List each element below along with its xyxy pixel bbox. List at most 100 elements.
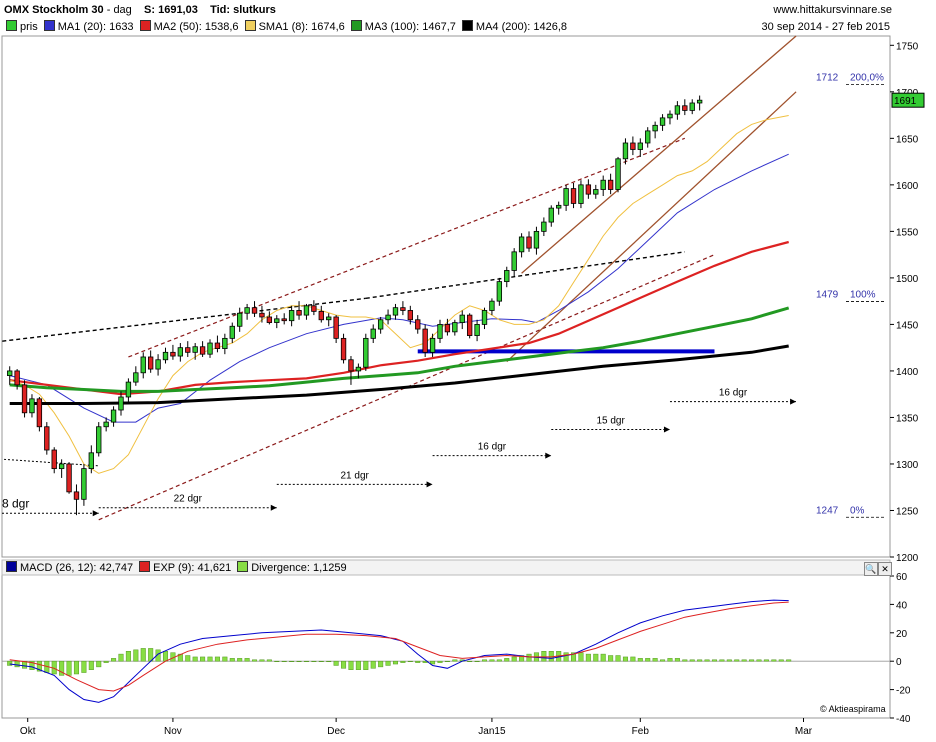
macd-histogram-bar [511,656,517,662]
legend-swatch [237,561,249,572]
macd-histogram-bar [289,660,295,662]
candle [452,322,458,333]
span-label: 16 dgr [719,388,748,399]
candle [199,346,206,355]
macd-histogram-bar [125,651,131,662]
candle [474,324,480,336]
macd-histogram-bar [711,659,718,662]
candle [274,318,280,323]
candle [615,158,621,190]
candle [355,366,362,372]
span-arrowhead [790,398,797,405]
macd-histogram-bar [645,658,651,662]
macd-histogram-bar [118,653,124,662]
y-tick-label: 1650 [896,134,919,145]
macd-histogram-bar [266,659,272,662]
candle [7,370,13,376]
macd-histogram-bar [437,660,443,663]
macd-histogram-bar [88,660,94,670]
macd-histogram-bar [341,660,347,669]
candle [682,105,688,111]
candle [415,319,421,330]
macd-histogram-bar [719,659,725,662]
candle [318,310,324,321]
macd-histogram-bar [756,659,762,662]
candle [288,310,295,322]
candle [689,102,695,111]
candle [407,310,413,321]
macd-histogram-bar [571,652,577,662]
legend-entry: SMA1 (8): 1674,6 [258,21,345,33]
macd-line [9,599,789,703]
macd-histogram-bar [303,660,309,662]
macd-histogram-bar [222,656,228,662]
candle [363,337,369,368]
legend-entry: MA3 (100): 1467,7 [364,21,456,33]
span-label: 21 dgr [340,470,369,481]
candle [29,398,35,414]
macd-histogram-bar [652,658,658,662]
macd-histogram-bar [444,660,450,662]
candle [133,372,139,383]
candle [147,356,154,370]
candle [222,337,228,349]
span-arrowhead [663,426,670,433]
legend-entry: EXP (9): 41,621 [153,562,232,574]
candle [593,189,599,195]
candle [444,324,451,333]
candle [214,342,221,349]
candle [229,325,235,339]
macd-histogram-bar [66,660,72,676]
y-tick-label: 1550 [896,227,919,238]
y-tick-label: 1300 [896,460,919,471]
candle [88,452,94,470]
x-tick-label: Mar [795,726,813,737]
macd-histogram-bar [608,655,614,662]
header-row: OMX Stockholm 30 - dag S: 1691,03 Tid: s… [4,3,276,18]
macd-histogram-bar [496,659,502,662]
y-tick-label: 1500 [896,274,919,285]
fib-price-label: 1479 [816,289,839,300]
close-panel-icon[interactable]: ✕ [878,562,892,576]
macd-histogram-bar [237,658,243,662]
ma-line-ma250 [9,240,789,396]
macd-histogram-bar [36,660,42,672]
macd-histogram-bar [229,658,235,662]
candle [541,221,547,232]
candle [696,99,703,104]
candle [400,307,406,311]
candle [281,318,287,322]
candle [333,316,339,339]
macd-y-tick-label: 0 [896,657,902,668]
candle [110,409,117,423]
macd-histogram-bar [734,659,740,662]
candle [348,359,354,372]
macd-histogram-bar [259,659,265,662]
candle [259,312,265,318]
macd-histogram-bar [103,660,109,663]
legend-swatch [244,20,256,31]
legend-entry: MACD (26, 12): 42,747 [20,562,134,574]
candle [548,207,554,223]
candle [385,314,391,321]
legend-entry: MA1 (20): 1633 [57,21,134,33]
candle [192,346,198,353]
last-value-label: S: 1691,03 [144,4,198,16]
x-tick-label: Okt [20,726,36,737]
macd-histogram-bar [59,660,65,676]
candle [266,316,273,323]
macd-histogram-bar [660,659,666,662]
macd-histogram-bar [741,659,747,662]
x-tick-label: Feb [632,726,650,737]
candle [429,337,436,353]
macd-histogram-bar [504,658,510,662]
y-tick-label: 1200 [896,553,919,564]
zoom-icon[interactable]: 🔍 [864,562,878,576]
index-name: OMX Stockholm 30 [4,4,104,16]
candle [326,316,332,321]
candle [630,142,636,150]
macd-histogram-bar [370,660,376,669]
brown-channel-lower [506,91,797,363]
macd-histogram-bar [392,660,399,665]
